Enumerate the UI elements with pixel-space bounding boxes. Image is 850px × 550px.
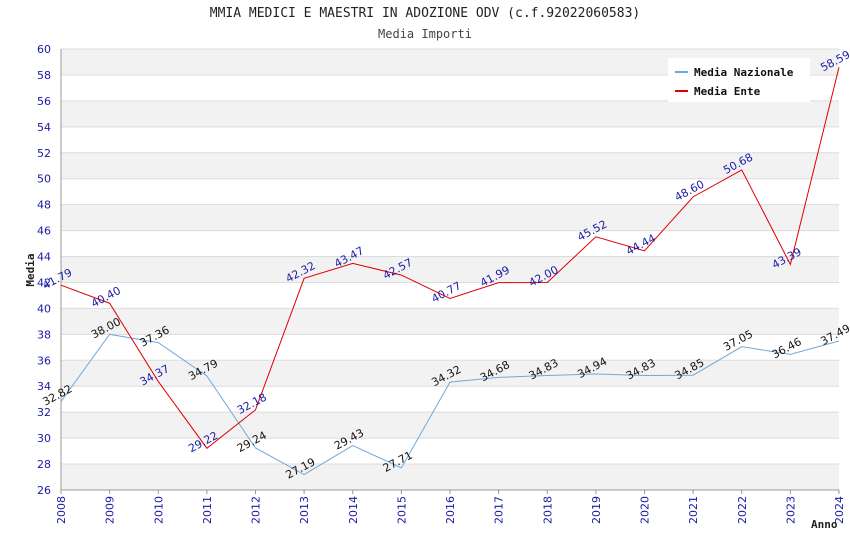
grid-band xyxy=(61,152,839,179)
y-tick-label: 52 xyxy=(37,147,51,160)
x-tick-label: 2014 xyxy=(347,496,360,524)
y-tick-label: 30 xyxy=(37,432,51,445)
y-tick-label: 44 xyxy=(37,251,51,264)
y-tick-label: 40 xyxy=(37,302,51,315)
series-lines xyxy=(60,67,840,476)
y-tick-label: 60 xyxy=(37,43,51,56)
x-tick-labels: 2008 2009 2010 2011 2012 2013 2014 2015 2016 2017… xyxy=(55,496,846,524)
x-tick-label: 2008 xyxy=(55,496,68,524)
data-label: 40.40 xyxy=(89,284,123,310)
grid-band xyxy=(61,100,839,127)
grid-band xyxy=(61,308,839,335)
y-tick-label: 56 xyxy=(37,95,51,108)
y-tick-labels: 26 28 30 32 34 36 38 40 42 44 46 48 50 52 54 56 58 60 xyxy=(37,43,51,497)
grid-band xyxy=(61,464,839,490)
x-tick-label: 2016 xyxy=(444,496,457,524)
y-tick-label: 46 xyxy=(37,225,51,238)
series-line xyxy=(60,67,840,449)
x-tick-label: 2019 xyxy=(590,496,603,524)
y-tick-label: 50 xyxy=(37,173,51,186)
grid-band xyxy=(61,256,839,283)
x-tick-label: 2010 xyxy=(152,496,165,524)
x-tick-label: 2022 xyxy=(736,496,749,524)
legend-label-media-nazionale: Media Nazionale xyxy=(694,66,794,79)
x-tick-label: 2012 xyxy=(250,496,263,524)
chart-title: MMIA MEDICI E MAESTRI IN ADOZIONE ODV (c… xyxy=(209,6,641,21)
y-tick-label: 54 xyxy=(37,121,51,134)
x-axis-label: Anno xyxy=(811,518,838,531)
grid-band xyxy=(61,204,839,231)
y-tick-label: 58 xyxy=(37,69,51,82)
legend-label-media-ente: Media Ente xyxy=(694,85,761,98)
data-label: 36.46 xyxy=(770,335,804,361)
series-line xyxy=(60,333,840,476)
x-tick-label: 2023 xyxy=(784,496,797,524)
data-label: 40.77 xyxy=(429,279,463,305)
y-tick-label: 26 xyxy=(37,484,51,497)
data-label: 48.60 xyxy=(673,178,707,204)
y-tick-label: 34 xyxy=(37,380,51,393)
y-axis-label: Media xyxy=(24,253,37,286)
legend: Media Nazionale Media Ente xyxy=(668,58,810,102)
x-tick-label: 2009 xyxy=(104,496,117,524)
legend-box xyxy=(668,58,810,102)
axes xyxy=(60,49,840,494)
x-tick-label: 2017 xyxy=(493,496,506,524)
y-tick-label: 36 xyxy=(37,354,51,367)
y-tick-label: 38 xyxy=(37,328,51,341)
x-tick-label: 2024 xyxy=(833,496,846,524)
x-tick-label: 2018 xyxy=(541,496,554,524)
data-label: 44.44 xyxy=(624,232,658,258)
background-bands xyxy=(61,49,839,490)
x-tick-label: 2021 xyxy=(687,496,700,524)
x-tick-label: 2015 xyxy=(395,496,408,524)
x-tick-label: 2020 xyxy=(639,496,652,524)
grid-band xyxy=(61,412,839,439)
y-tick-label: 48 xyxy=(37,199,51,212)
y-tick-label: 32 xyxy=(37,406,51,419)
x-tick-label: 2013 xyxy=(298,496,311,524)
y-tick-label: 28 xyxy=(37,458,51,471)
chart-subtitle: Media Importi xyxy=(378,27,472,41)
x-tick-label: 2011 xyxy=(201,496,214,524)
y-tick-label: 42 xyxy=(37,276,51,289)
